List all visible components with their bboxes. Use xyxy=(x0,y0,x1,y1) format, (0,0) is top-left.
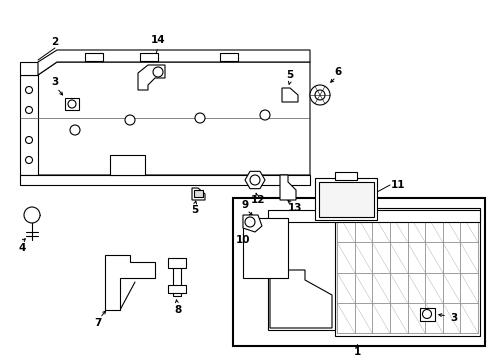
Bar xyxy=(65,98,79,110)
Bar xyxy=(419,308,434,321)
Bar xyxy=(334,172,356,180)
Circle shape xyxy=(271,227,278,233)
Polygon shape xyxy=(20,75,38,175)
Circle shape xyxy=(25,107,32,113)
Text: 8: 8 xyxy=(174,305,181,315)
Polygon shape xyxy=(20,175,309,185)
Polygon shape xyxy=(192,188,204,200)
Bar xyxy=(173,260,181,296)
Text: 10: 10 xyxy=(235,235,250,245)
Text: 5: 5 xyxy=(191,205,198,215)
Bar xyxy=(243,218,287,278)
Text: 12: 12 xyxy=(250,195,264,205)
Bar xyxy=(194,190,203,197)
Polygon shape xyxy=(280,175,295,200)
Text: 5: 5 xyxy=(286,70,293,80)
Circle shape xyxy=(25,86,32,94)
Circle shape xyxy=(25,157,32,163)
Text: 3: 3 xyxy=(449,313,457,323)
Bar xyxy=(140,53,158,61)
Circle shape xyxy=(68,100,76,108)
Polygon shape xyxy=(105,255,155,310)
Text: 4: 4 xyxy=(18,243,26,253)
Polygon shape xyxy=(244,171,264,189)
Circle shape xyxy=(25,136,32,144)
Bar xyxy=(168,258,185,268)
Text: 11: 11 xyxy=(390,180,405,190)
Circle shape xyxy=(244,217,254,227)
Bar xyxy=(85,53,103,61)
Polygon shape xyxy=(334,208,479,336)
Bar xyxy=(318,182,373,217)
Circle shape xyxy=(309,85,329,105)
Text: 9: 9 xyxy=(241,200,248,210)
Polygon shape xyxy=(20,62,38,75)
Polygon shape xyxy=(243,215,262,232)
Circle shape xyxy=(24,207,40,223)
Polygon shape xyxy=(267,220,334,330)
Circle shape xyxy=(271,267,278,273)
Circle shape xyxy=(271,247,278,253)
Circle shape xyxy=(249,175,260,185)
Polygon shape xyxy=(267,210,479,222)
Text: 14: 14 xyxy=(150,35,165,45)
Bar xyxy=(232,198,484,346)
Polygon shape xyxy=(38,50,309,75)
Polygon shape xyxy=(138,65,164,90)
Circle shape xyxy=(125,115,135,125)
Polygon shape xyxy=(269,270,331,328)
Circle shape xyxy=(314,90,325,100)
Circle shape xyxy=(195,113,204,123)
Circle shape xyxy=(422,310,430,319)
Polygon shape xyxy=(282,88,297,102)
Text: 3: 3 xyxy=(51,77,59,87)
Text: 6: 6 xyxy=(334,67,341,77)
Text: 1: 1 xyxy=(353,347,360,357)
Bar xyxy=(110,155,145,175)
Circle shape xyxy=(153,67,163,77)
Bar xyxy=(168,285,185,293)
Text: 13: 13 xyxy=(287,203,302,213)
Text: 2: 2 xyxy=(51,37,59,47)
Circle shape xyxy=(70,125,80,135)
Polygon shape xyxy=(38,62,309,175)
Text: 7: 7 xyxy=(94,318,102,328)
Bar xyxy=(314,178,376,220)
Circle shape xyxy=(260,110,269,120)
Bar xyxy=(220,53,238,61)
